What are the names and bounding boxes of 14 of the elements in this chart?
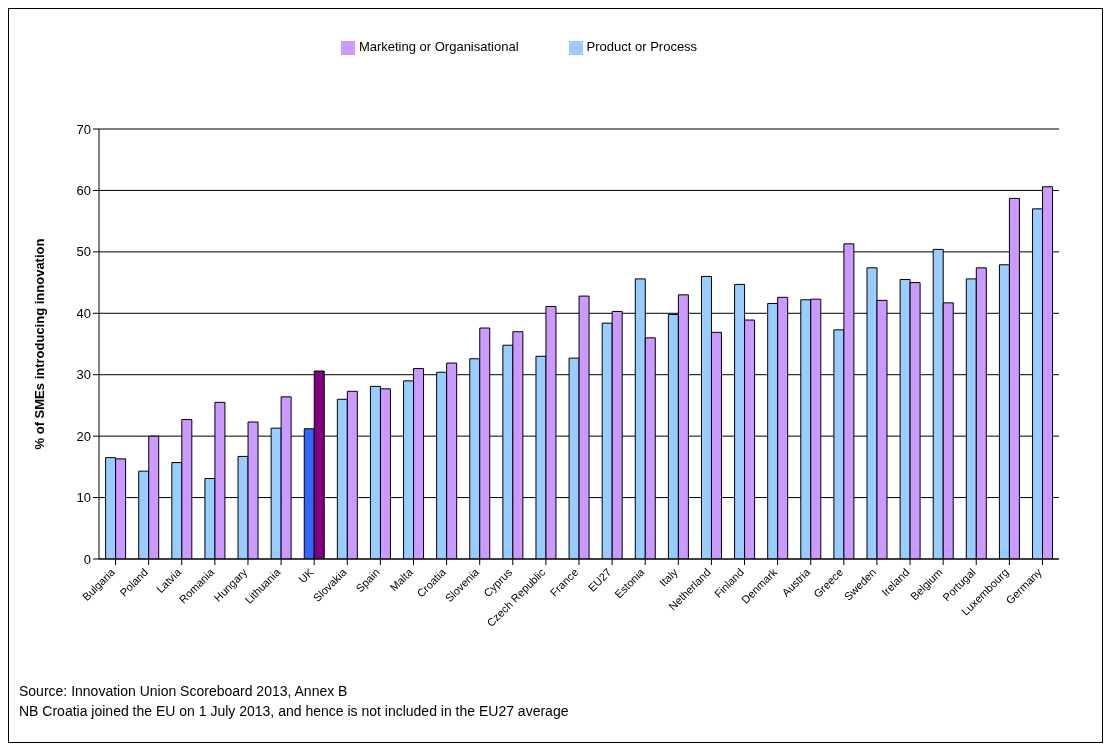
y-tick-label: 70 [76, 121, 91, 137]
y-tick-label: 20 [76, 428, 91, 444]
y-tick-label: 0 [83, 551, 91, 567]
x-tick-label: UK [296, 565, 317, 586]
text: NB Croatia joined the EU on 1 July 2013, and hence is not included in the EU27 average [19, 702, 569, 721]
y-axis-title: % of SMEs introducing innovation [31, 238, 47, 450]
y-tick-label: 50 [76, 244, 91, 260]
y-tick-label: 10 [76, 490, 91, 506]
source-note: Source: Innovation Union Scoreboard 2013, Annex B [19, 682, 349, 701]
legend-label: Marketing or Organisational [358, 39, 519, 54]
y-tick-label: 60 [76, 183, 91, 199]
y-tick-label: 30 [76, 367, 91, 383]
legend-label: Product or Process [586, 39, 698, 54]
y-tick-label: 40 [76, 305, 91, 321]
